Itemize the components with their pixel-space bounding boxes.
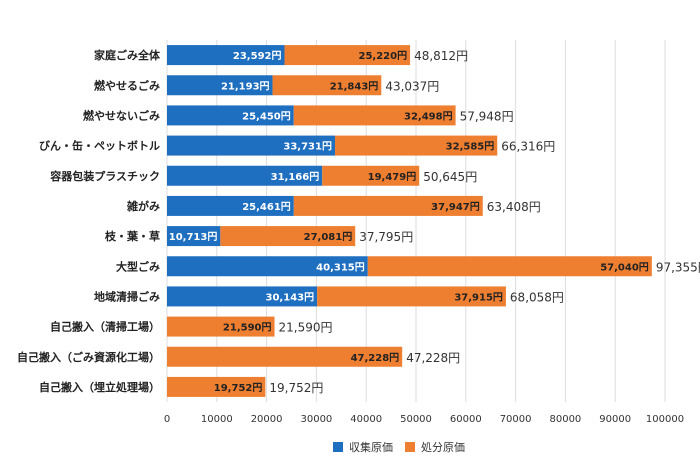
legend: 収集原価 処分原価 — [333, 440, 465, 454]
total-label: 37,795円 — [359, 230, 413, 244]
bar-collection-cost — [167, 286, 318, 307]
bar-collection-cost — [167, 105, 294, 126]
bar-disposal-cost — [317, 286, 506, 307]
bar-collection-cost — [167, 45, 285, 66]
category-label: 大型ごみ — [116, 259, 160, 273]
data-label: 21,590円 — [223, 322, 272, 334]
bar-collection-cost — [167, 75, 273, 96]
x-tick-label: 70000 — [500, 414, 532, 425]
data-label: 21,843円 — [330, 80, 379, 92]
data-label: 57,040円 — [600, 261, 649, 273]
total-label: 68,058円 — [510, 290, 564, 304]
total-label: 97,355円 — [656, 260, 700, 274]
data-label: 10,713円 — [169, 231, 218, 243]
total-label: 21,590円 — [279, 321, 333, 335]
category-label: 地域清掃ごみ — [94, 289, 160, 303]
data-label: 37,947円 — [431, 201, 480, 213]
x-tick-label: 30000 — [300, 414, 332, 425]
data-label: 25,450円 — [242, 110, 291, 122]
total-label: 43,037円 — [385, 79, 439, 93]
category-label: びん・缶・ペットボトル — [39, 139, 160, 153]
bar-disposal-cost — [284, 45, 411, 66]
category-axis: 家庭ごみ全体燃やせるごみ燃やせないごみびん・缶・ペットボトル容器包装プラスチック… — [17, 48, 161, 394]
bar-disposal-cost — [334, 135, 498, 156]
x-tick-label: 90000 — [599, 414, 631, 425]
total-label: 57,948円 — [460, 109, 514, 123]
category-label: 自己搬入（埋立処理場） — [39, 380, 160, 394]
category-label: 自己搬入（清掃工場） — [50, 320, 160, 334]
x-tick-label: 20000 — [251, 414, 283, 425]
total-label: 19,752円 — [269, 381, 323, 395]
category-label: 容器包装プラスチック — [49, 169, 160, 183]
total-label: 47,228円 — [406, 351, 460, 365]
bar-disposal-cost — [167, 346, 403, 367]
data-label: 23,592円 — [233, 50, 282, 62]
bar-disposal-cost — [293, 105, 456, 126]
data-label: 25,461円 — [242, 201, 291, 213]
total-label: 63,408円 — [487, 200, 541, 214]
category-label: 燃やせるごみ — [93, 78, 160, 92]
total-label: 66,316円 — [501, 140, 555, 154]
data-label: 30,143円 — [266, 291, 315, 303]
total-label: 50,645円 — [423, 170, 477, 184]
bar-disposal-cost — [167, 376, 266, 397]
category-label: 枝・葉・草 — [104, 229, 160, 243]
legend-swatch-collection — [333, 442, 343, 452]
bar-area: 23,592円 25,220円 48,812円 21,193円 21,843円 43,03… — [167, 45, 700, 397]
bar-collection-cost — [167, 226, 221, 247]
data-label: 25,220円 — [358, 50, 407, 62]
category-label: 自己搬入（ごみ資源化工場） — [17, 350, 160, 364]
bar-collection-cost — [167, 165, 323, 186]
bar-disposal-cost — [367, 256, 652, 277]
legend-label-disposal: 処分原価 — [421, 441, 465, 454]
x-tick-label: 40000 — [350, 414, 382, 425]
bar-collection-cost — [167, 135, 335, 156]
category-label: 家庭ごみ全体 — [94, 48, 161, 62]
data-label: 47,228円 — [351, 352, 400, 364]
bar-disposal-cost — [293, 195, 483, 216]
x-tick-label: 0 — [164, 414, 170, 425]
legend-label-collection: 収集原価 — [349, 440, 393, 454]
data-label: 33,731円 — [283, 141, 332, 153]
data-label: 19,479円 — [368, 171, 417, 183]
x-tick-label: 100000 — [646, 414, 684, 425]
value-axis: 0 10000 20000 30000 40000 50000 60000 70000 8000… — [164, 414, 684, 425]
legend-swatch-disposal — [405, 442, 415, 452]
bar-disposal-cost — [322, 165, 420, 186]
bar-disposal-cost — [167, 316, 275, 337]
bar-disposal-cost — [272, 75, 382, 96]
data-label: 27,081円 — [304, 231, 353, 243]
bar-disposal-cost — [220, 226, 356, 247]
bar-collection-cost — [167, 256, 368, 277]
x-tick-label: 60000 — [450, 414, 482, 425]
gridlines — [166, 40, 666, 402]
bar-collection-cost — [167, 195, 294, 216]
x-tick-label: 10000 — [201, 414, 233, 425]
total-label: 48,812円 — [414, 49, 468, 63]
data-label: 40,315円 — [316, 261, 365, 273]
data-label: 37,915円 — [454, 291, 503, 303]
data-label: 19,752円 — [214, 382, 263, 394]
x-tick-label: 80000 — [549, 414, 581, 425]
data-label: 32,498円 — [404, 110, 453, 122]
data-label: 31,166円 — [271, 171, 320, 183]
data-label: 21,193円 — [221, 80, 270, 92]
x-tick-label: 50000 — [400, 414, 432, 425]
category-label: 燃やせないごみ — [82, 108, 160, 122]
data-label: 32,585円 — [446, 141, 495, 153]
category-label: 雑がみ — [126, 199, 160, 213]
